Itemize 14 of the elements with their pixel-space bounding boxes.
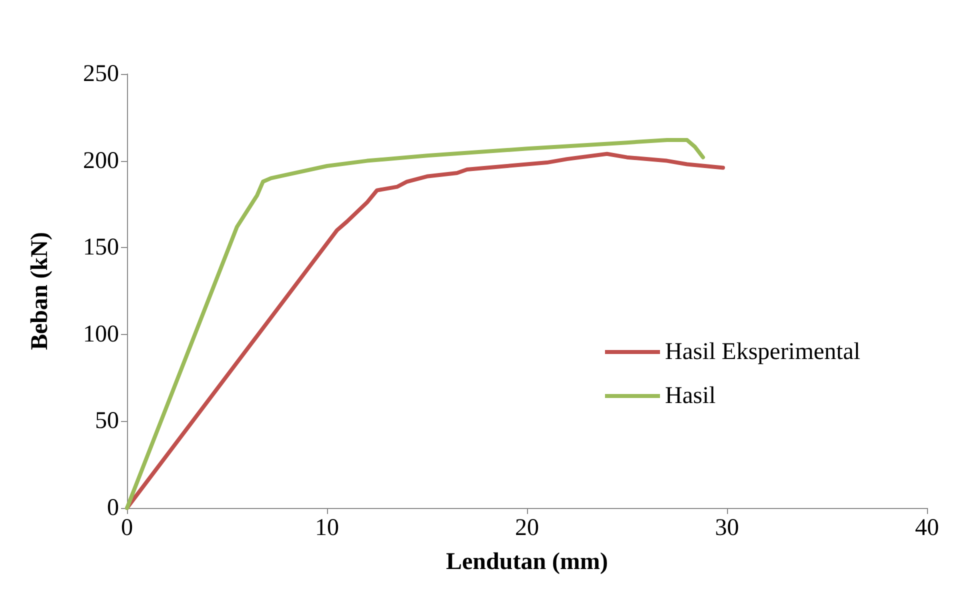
y-tick-label: 150	[83, 234, 119, 261]
y-tick-label: 100	[83, 321, 119, 348]
x-tick-label: 10	[315, 515, 339, 541]
x-tick-label: 30	[715, 515, 739, 541]
x-axis-title: Lendutan (mm)	[446, 549, 608, 575]
y-axis-title: Beban (kN)	[27, 232, 53, 350]
y-tick-label: 200	[83, 148, 119, 174]
y-tick-label: 250	[83, 61, 119, 87]
y-tick-label: 50	[95, 408, 119, 434]
x-tick-label: 40	[915, 515, 939, 541]
y-tick-label: 0	[107, 495, 119, 521]
legend-label: Hasil	[665, 383, 716, 409]
x-tick-label: 20	[515, 515, 539, 541]
legend-label: Hasil Eksperimental	[665, 339, 861, 365]
